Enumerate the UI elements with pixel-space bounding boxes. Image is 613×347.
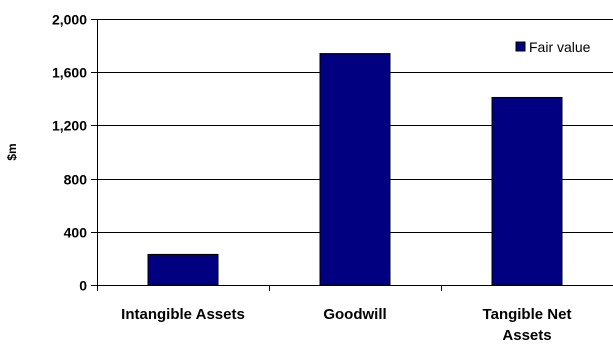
- y-tick-label: 0: [79, 278, 87, 294]
- y-tick-labels: 0 400 800 1,200 1,600 2,000: [52, 12, 87, 294]
- bars: [147, 53, 563, 286]
- y-tick-label: 400: [64, 225, 88, 241]
- legend: Fair value: [515, 39, 591, 55]
- y-tick-label: 2,000: [52, 12, 87, 28]
- x-category-labels: Intangible Assets Goodwill Tangible Net Ass…: [121, 306, 571, 344]
- x-category-label: Intangible Assets: [121, 306, 245, 323]
- x-category-label: Goodwill: [323, 306, 386, 323]
- x-category-label: Tangible Net Assets: [483, 306, 572, 344]
- y-tick-label: 1,600: [52, 65, 87, 81]
- bar-goodwill: [319, 53, 391, 286]
- bar-intangible-assets: [147, 253, 219, 286]
- y-tick-label: 800: [64, 172, 88, 188]
- legend-swatch-fair-value: [515, 41, 526, 52]
- bar-tangible-net-assets: [491, 96, 563, 286]
- y-axis-label: $m: [5, 143, 19, 160]
- axes: [91, 19, 613, 291]
- legend-label-fair-value: Fair value: [529, 39, 591, 55]
- y-tick-label: 1,200: [52, 118, 87, 134]
